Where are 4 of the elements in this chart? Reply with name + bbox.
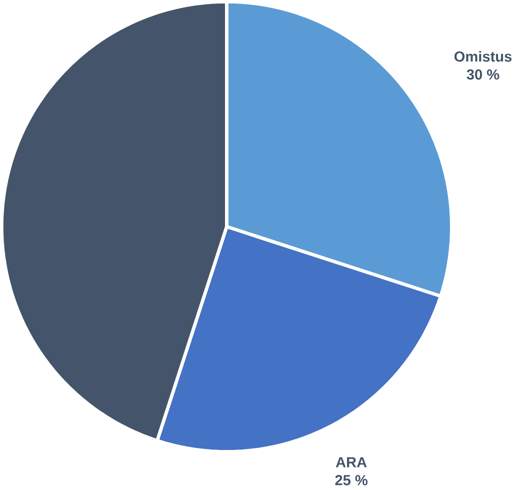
slice-label: Omistus bbox=[454, 50, 512, 62]
slice-label: ARA bbox=[336, 457, 367, 468]
data-label: 25 % bbox=[335, 474, 368, 486]
data-label: 30 % bbox=[466, 69, 500, 80]
